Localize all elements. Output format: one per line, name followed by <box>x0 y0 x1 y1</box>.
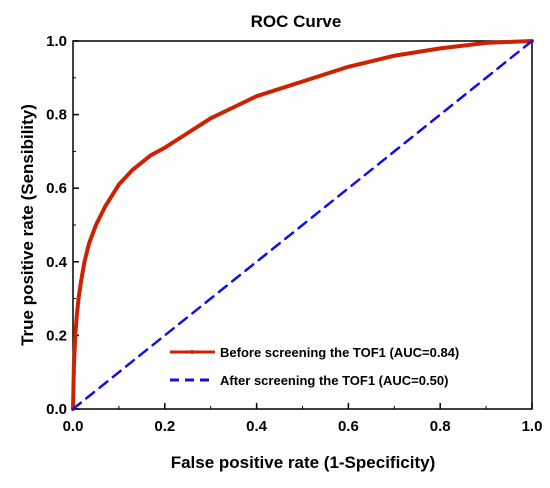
y-tick-label: 0.4 <box>46 254 68 271</box>
y-tick-label: 0.6 <box>46 180 67 197</box>
legend-label-before: Before screening the TOF1 (AUC=0.84) <box>220 345 459 360</box>
ticks-layer: 0.0 0.2 0.4 0.6 0.8 1.0 0.0 0.2 0.4 0.6 0.8 1.0 <box>46 33 542 435</box>
x-tick-label: 0.6 <box>338 418 359 435</box>
x-tick-label: 1.0 <box>522 418 543 435</box>
x-tick-label: 0.8 <box>430 418 451 435</box>
x-tick-label: 0.2 <box>154 418 175 435</box>
x-tick-label: 0.0 <box>63 418 84 435</box>
legend-marker-before <box>190 350 194 354</box>
chart-title: ROC Curve <box>251 12 342 31</box>
y-axis-label: True positive rate (Sensibility) <box>18 104 37 346</box>
y-tick-label: 0.0 <box>46 401 67 418</box>
legend: Before screening the TOF1 (AUC=0.84) Aft… <box>170 345 459 388</box>
legend-label-after: After screening the TOF1 (AUC=0.50) <box>220 373 448 388</box>
x-axis-label: False positive rate (1-Specificity) <box>171 453 436 472</box>
series-layer <box>71 39 534 411</box>
y-tick-label: 0.8 <box>46 107 67 124</box>
series-line-before-screening <box>71 39 534 411</box>
series-line-after-screening <box>71 39 534 411</box>
x-tick-label: 0.4 <box>246 418 268 435</box>
y-tick-label: 0.2 <box>46 327 67 344</box>
y-tick-label: 1.0 <box>46 33 67 50</box>
